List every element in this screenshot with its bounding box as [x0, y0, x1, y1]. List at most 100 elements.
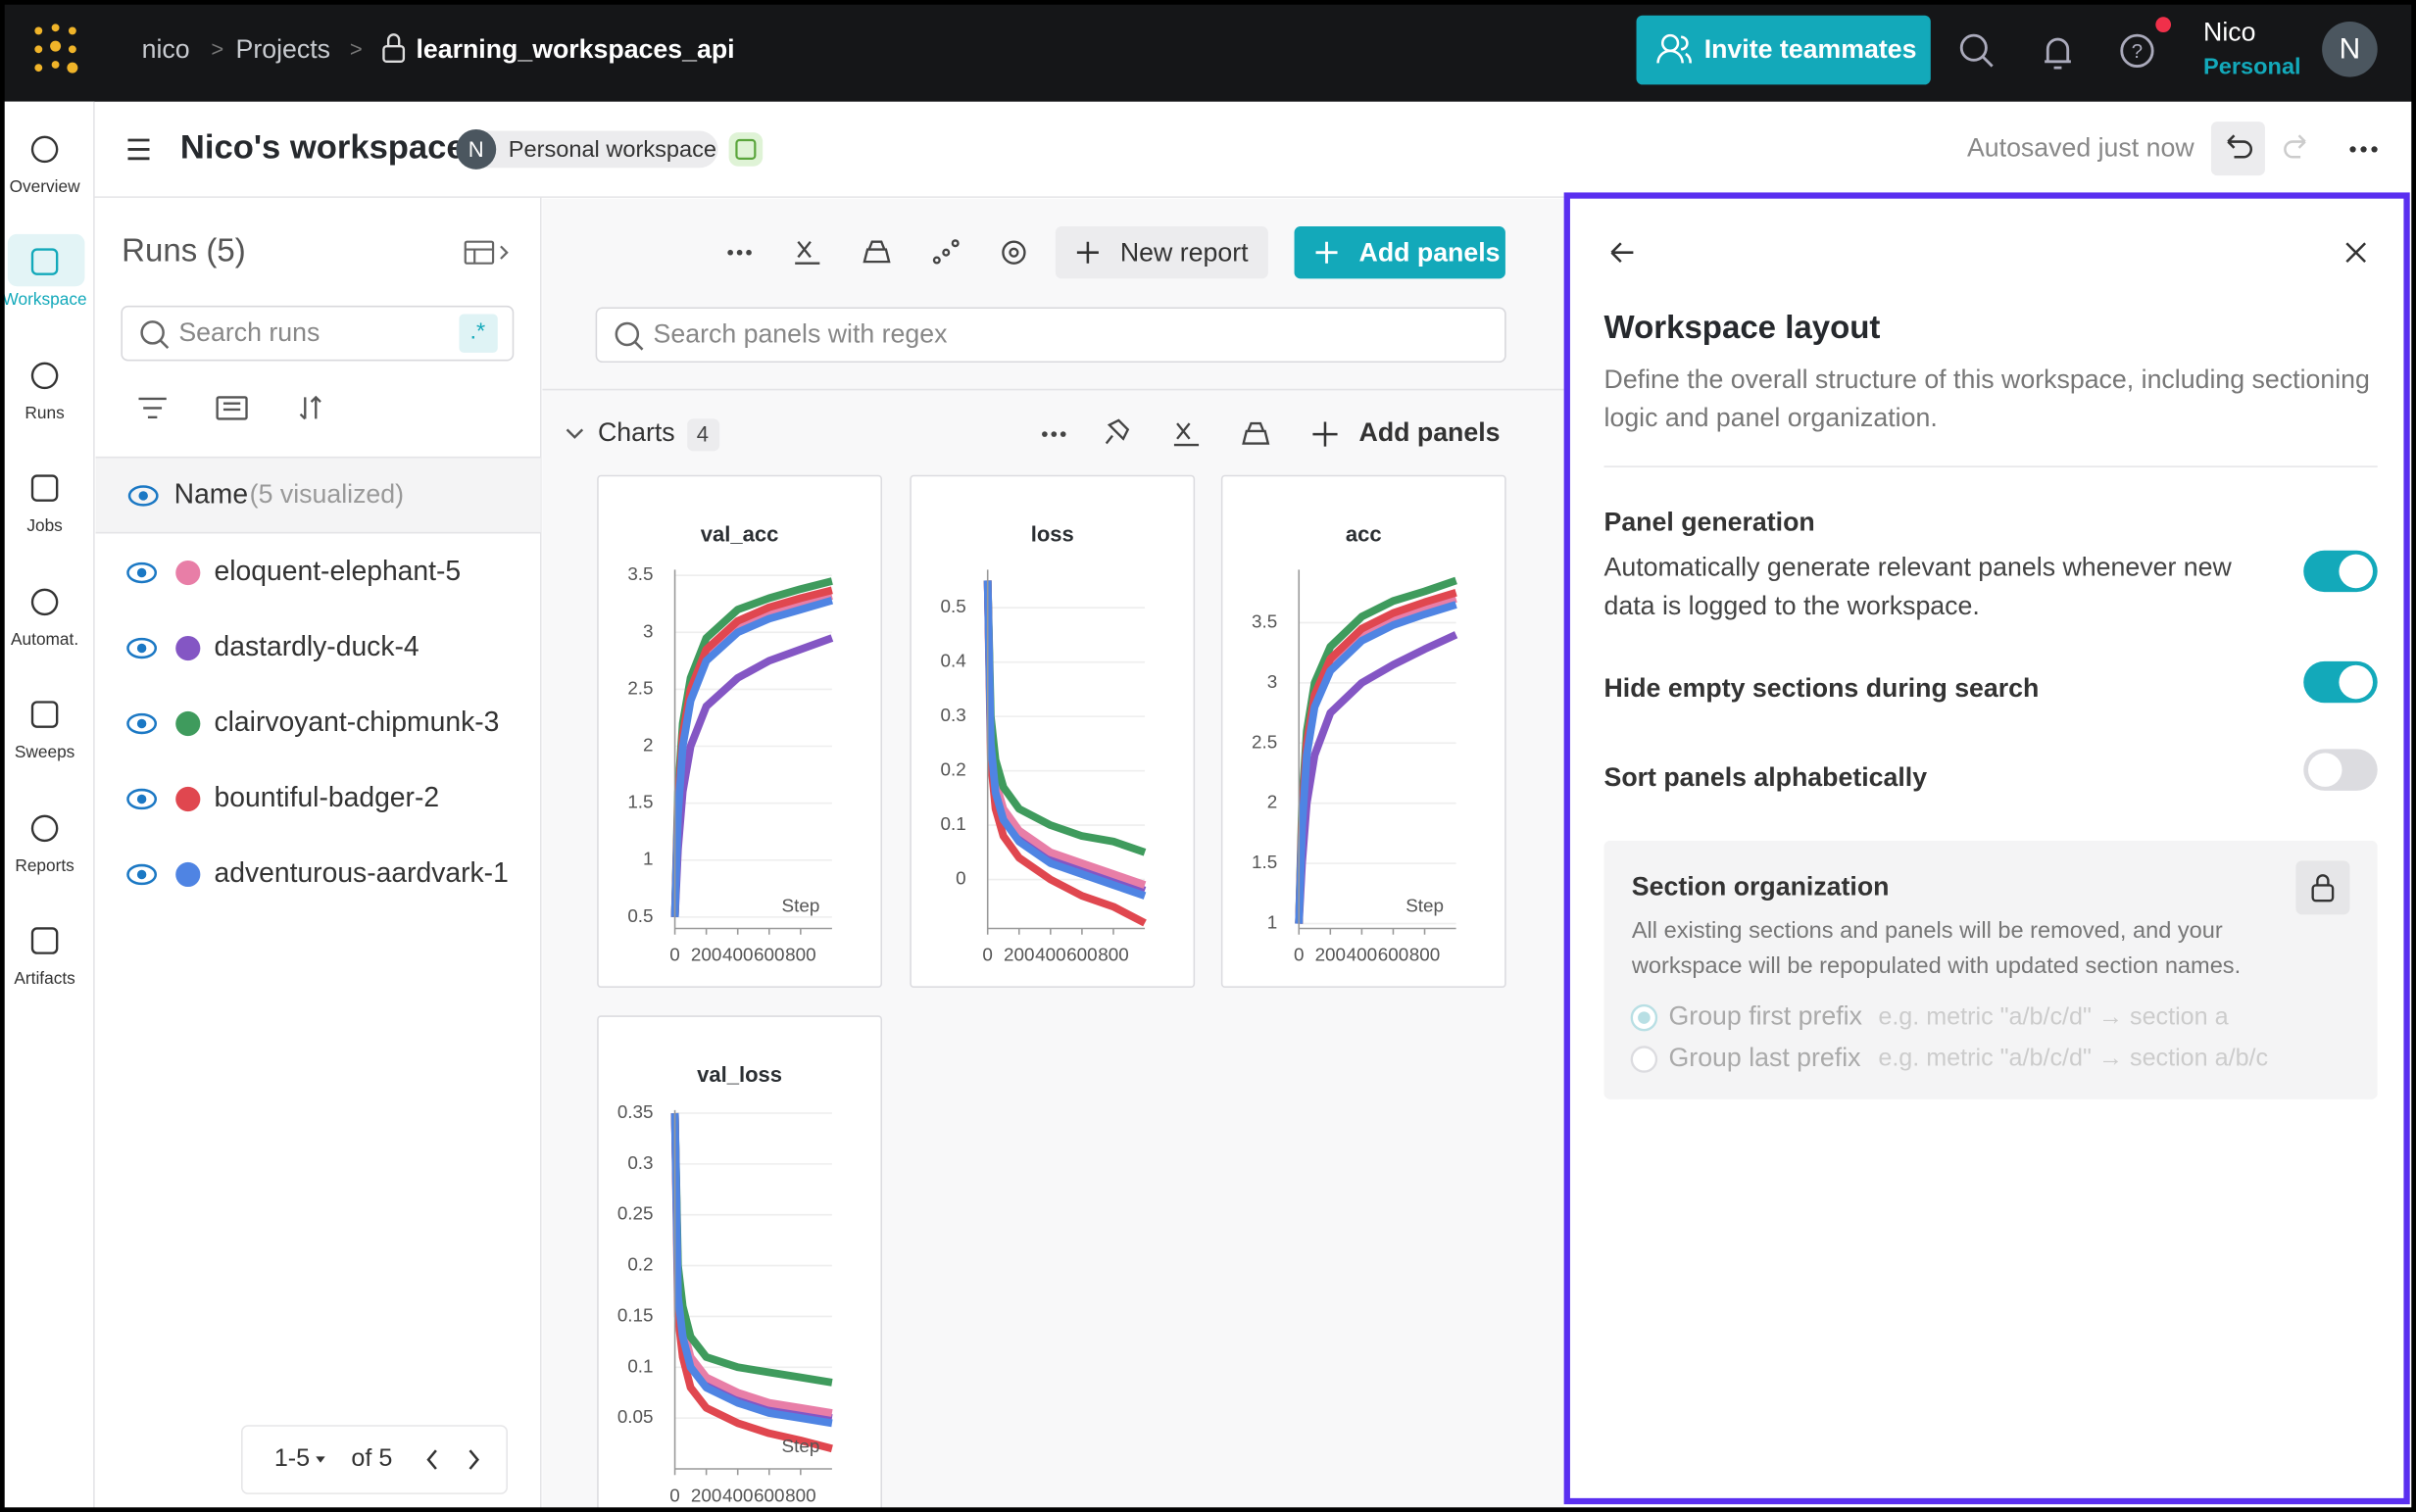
runs-table-toggle[interactable] — [464, 240, 509, 265]
nav-icon[interactable] — [30, 814, 59, 843]
section-more[interactable] — [1042, 431, 1066, 437]
pager-arrows[interactable] — [426, 1449, 479, 1470]
toggle-knob — [2339, 554, 2373, 589]
nav-label[interactable]: Overview — [10, 176, 81, 196]
run-name[interactable]: bountiful-badger-2 — [215, 781, 440, 812]
regex-toggle[interactable] — [459, 314, 498, 353]
radio-dot — [1638, 1011, 1651, 1024]
invite-label[interactable]: Invite teammates — [1704, 34, 1917, 64]
section-title[interactable]: Charts — [598, 417, 675, 447]
drawer-description-box: Define the overall structure of this wor… — [1604, 365, 2370, 432]
status-icon[interactable] — [728, 132, 764, 167]
pager-total: of 5 — [351, 1444, 392, 1472]
collapse-icon[interactable] — [566, 428, 584, 439]
avatar[interactable] — [2322, 21, 2378, 77]
x-tick-label: 800 — [785, 945, 815, 965]
x-tick-label: 0 — [669, 945, 680, 965]
radio-label[interactable]: Group first prefix — [1669, 1001, 1863, 1031]
runs-search[interactable] — [121, 305, 515, 362]
more-button[interactable] — [2349, 146, 2378, 153]
section-add-panels[interactable]: Add panels — [1359, 417, 1501, 447]
add-panels-label[interactable]: Add panels — [1359, 237, 1501, 267]
logo[interactable] — [34, 24, 78, 73]
breadcrumb-project[interactable]: learning_workspaces_api — [416, 34, 734, 64]
run-color[interactable] — [175, 635, 201, 661]
redo-button[interactable] — [2284, 134, 2306, 159]
menu-icon[interactable] — [127, 138, 150, 161]
eye-icon[interactable] — [126, 637, 158, 659]
nav-icon[interactable] — [30, 135, 59, 164]
nav-label[interactable]: Artifacts — [14, 968, 75, 988]
y-tick-label: 2.5 — [627, 677, 653, 698]
chart-panel[interactable] — [910, 474, 1196, 988]
more-icon[interactable] — [727, 249, 752, 256]
nav-icon[interactable] — [30, 362, 59, 390]
x-tick-label: 400 — [722, 1485, 753, 1505]
radio-group: Group first prefix e.g. metric "a/b/c/d" … — [1630, 1001, 2268, 1073]
nav-icon[interactable] — [30, 474, 59, 502]
section-count: 4 — [697, 421, 709, 446]
series-line — [1295, 601, 1457, 924]
eye-icon[interactable] — [126, 788, 158, 810]
help-icon[interactable]: ? — [2120, 17, 2172, 68]
invite-button[interactable] — [1636, 15, 1931, 85]
add-panels-button[interactable] — [1294, 225, 1505, 279]
run-name[interactable]: dastardly-duck-4 — [215, 630, 419, 661]
nav-label[interactable]: Workspace — [3, 289, 87, 309]
breadcrumb-item[interactable]: Projects — [236, 34, 330, 64]
column-name[interactable]: Name — [174, 477, 248, 509]
run-color[interactable] — [175, 786, 201, 812]
regex-label: .* — [469, 318, 485, 344]
nav-icon[interactable] — [30, 588, 59, 616]
panel-search[interactable] — [595, 307, 1506, 364]
new-report-label[interactable]: New report — [1120, 237, 1249, 267]
radio[interactable] — [1630, 1046, 1658, 1073]
breadcrumb-item[interactable]: nico — [142, 34, 190, 64]
y-tick-label: 0.1 — [940, 813, 965, 834]
radio-example: e.g. metric "a/b/c/d" → section a — [1878, 1002, 2228, 1030]
back-button[interactable] — [1610, 242, 1634, 264]
nav-items: Overview Workspace Runs Jobs Automat. Sweeps R… — [3, 135, 87, 988]
new-report-button[interactable] — [1055, 225, 1268, 279]
nav-label[interactable]: Automat. — [11, 629, 78, 649]
nav-label[interactable]: Sweeps — [15, 742, 75, 761]
eye-icon[interactable] — [126, 863, 158, 886]
eye-icon[interactable] — [127, 485, 159, 507]
run-name[interactable]: adventurous-aardvark-1 — [215, 856, 509, 888]
nav-label[interactable]: Runs — [25, 403, 65, 422]
search-icon — [615, 321, 644, 351]
nav-icon[interactable] — [30, 927, 59, 954]
y-tick-label: 3.5 — [1252, 610, 1277, 631]
section-org-title: Section organization — [1632, 872, 1890, 902]
run-name[interactable]: clairvoyant-chipmunk-3 — [215, 706, 500, 737]
run-name[interactable]: eloquent-elephant-5 — [215, 555, 462, 586]
undo-button[interactable] — [2210, 122, 2265, 176]
chart-panel[interactable] — [597, 1015, 883, 1512]
pager-range[interactable]: 1-5 — [274, 1444, 310, 1472]
radio-label[interactable]: Group last prefix — [1669, 1043, 1862, 1072]
nav-label[interactable]: Jobs — [26, 515, 63, 535]
nav-label[interactable]: Reports — [15, 855, 74, 875]
search-icon[interactable] — [1959, 33, 1994, 68]
toggle-knob — [2307, 753, 2342, 787]
run-color[interactable] — [175, 710, 201, 737]
eye-icon[interactable] — [126, 712, 158, 735]
panel-tools[interactable] — [795, 239, 1026, 265]
eye-icon[interactable] — [126, 561, 158, 584]
series-line — [983, 580, 1147, 900]
run-list: eloquent-elephant-5 dastardly-duck-4 clair… — [126, 555, 509, 888]
nav-icon[interactable] — [30, 248, 59, 275]
section-tools[interactable] — [1105, 418, 1270, 447]
bell-icon[interactable] — [2045, 37, 2071, 70]
y-tick-label: 2 — [643, 735, 654, 756]
lock-button[interactable] — [2295, 860, 2350, 915]
user-name[interactable]: Nico — [2203, 18, 2255, 47]
run-tools[interactable] — [138, 395, 321, 420]
user-plan[interactable]: Personal — [2203, 53, 2301, 78]
run-color[interactable] — [175, 861, 201, 888]
close-button[interactable] — [2345, 242, 2367, 264]
badge — [459, 130, 718, 169]
toggle-knob — [2339, 664, 2373, 700]
run-color[interactable] — [175, 560, 201, 586]
nav-icon[interactable] — [30, 701, 59, 728]
